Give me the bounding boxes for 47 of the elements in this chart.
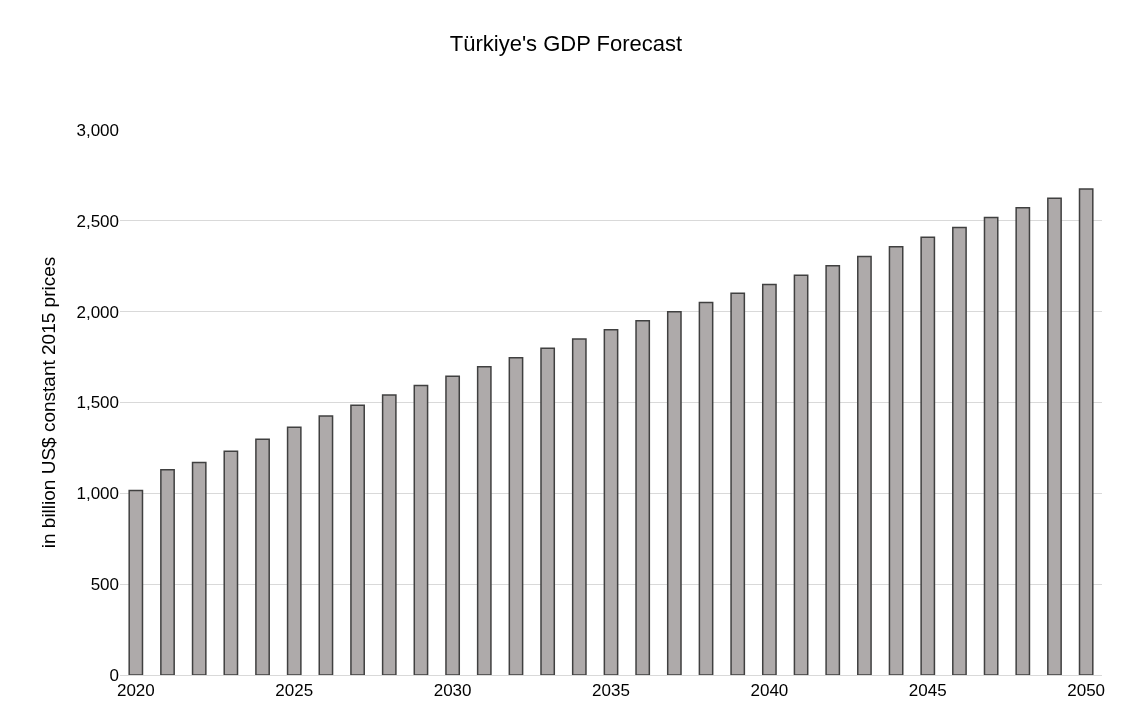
bar xyxy=(983,216,999,675)
x-tick-label: 2040 xyxy=(750,681,789,701)
y-tick-label: 3,000 xyxy=(76,120,119,140)
bar xyxy=(857,255,872,675)
bar xyxy=(1078,188,1094,675)
bar xyxy=(888,245,904,675)
x-tick-label: 2020 xyxy=(116,681,155,701)
y-axis-title: in billion US$ constant 2015 prices xyxy=(38,256,60,549)
y-tick-label: 1,000 xyxy=(76,484,119,504)
bar xyxy=(730,292,746,675)
bar xyxy=(286,426,302,675)
x-tick-label: 2050 xyxy=(1067,681,1106,701)
bar xyxy=(508,356,524,675)
y-tick-label: 2,500 xyxy=(76,211,119,231)
bar xyxy=(698,301,714,675)
bar xyxy=(635,320,651,675)
bar xyxy=(1047,197,1062,675)
y-tick-label: 500 xyxy=(90,575,119,595)
x-tick-label: 2035 xyxy=(592,681,630,701)
bar xyxy=(761,283,777,675)
bar xyxy=(793,274,809,675)
x-tick-label: 2025 xyxy=(275,681,314,701)
bar xyxy=(128,489,144,675)
y-tick-label: 1,500 xyxy=(76,393,119,413)
bar xyxy=(825,264,841,675)
bar xyxy=(1015,207,1031,675)
bar xyxy=(413,384,429,675)
x-tick-label: 2045 xyxy=(908,681,947,701)
bar xyxy=(223,450,239,675)
x-tick-label: 2030 xyxy=(433,681,472,701)
bar xyxy=(160,468,175,675)
bar xyxy=(920,236,936,675)
bar xyxy=(952,226,967,675)
y-tick-label: 2,000 xyxy=(76,302,119,322)
bar xyxy=(540,347,556,675)
bar xyxy=(603,329,619,675)
bar xyxy=(445,375,461,675)
bar xyxy=(318,415,334,675)
y-tick-label: 0 xyxy=(109,665,119,685)
bar xyxy=(666,310,682,675)
chart-title: Türkiye's GDP Forecast xyxy=(449,31,683,57)
bar xyxy=(255,438,270,675)
bar xyxy=(191,461,207,675)
bar xyxy=(381,394,397,675)
bar xyxy=(476,365,492,675)
bar xyxy=(350,404,365,675)
bar xyxy=(571,338,587,675)
